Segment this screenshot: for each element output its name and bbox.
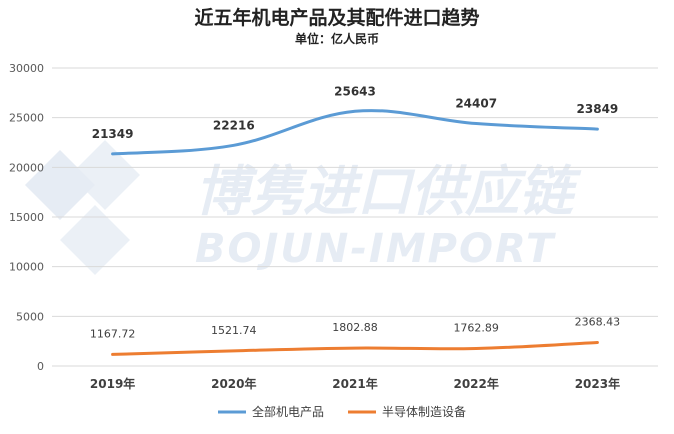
y-tick-label: 0 bbox=[37, 360, 44, 373]
x-tick-label: 2020年 bbox=[211, 376, 256, 391]
y-tick-label: 15000 bbox=[9, 211, 44, 224]
x-tick-label: 2021年 bbox=[332, 376, 377, 391]
x-tick-label: 2019年 bbox=[90, 376, 135, 391]
watermark: 博隽进口供应链 BOJUN-IMPORT bbox=[25, 140, 582, 275]
data-labels: 21349 22216 25643 24407 23849 1167.72 1521.74 1… bbox=[90, 84, 620, 340]
y-tick-label: 20000 bbox=[9, 161, 44, 174]
legend-label-1: 半导体制造设备 bbox=[382, 405, 466, 419]
data-point bbox=[112, 153, 114, 155]
series-layer bbox=[111, 109, 599, 356]
x-tick-label: 2022年 bbox=[453, 376, 498, 391]
data-label: 2368.43 bbox=[575, 315, 621, 328]
data-point bbox=[596, 128, 598, 130]
y-tick-label: 30000 bbox=[9, 62, 44, 75]
x-axis: 2019年 2020年 2021年 2022年 2023年 bbox=[90, 376, 620, 391]
data-point bbox=[233, 144, 235, 146]
gridlines bbox=[52, 67, 658, 367]
data-label: 22216 bbox=[213, 118, 255, 132]
data-label: 23849 bbox=[577, 102, 619, 116]
data-label: 1762.89 bbox=[453, 321, 499, 334]
chart-title: 近五年机电产品及其配件进口趋势 bbox=[194, 6, 479, 29]
y-axis: 0 5000 10000 15000 20000 25000 30000 bbox=[9, 62, 44, 373]
data-point bbox=[354, 110, 356, 112]
y-tick-label: 25000 bbox=[9, 112, 44, 125]
watermark-line1: 博隽进口供应链 bbox=[195, 160, 582, 223]
legend: 全部机电产品 半导体制造设备 bbox=[218, 404, 466, 419]
data-point bbox=[233, 350, 235, 352]
watermark-logo-icon bbox=[25, 140, 140, 275]
x-tick-label: 2023年 bbox=[575, 376, 620, 391]
data-point bbox=[475, 123, 477, 125]
data-label: 24407 bbox=[455, 97, 497, 111]
chart-subtitle: 单位：亿人民币 bbox=[295, 31, 379, 46]
data-point bbox=[112, 353, 114, 355]
data-label: 1521.74 bbox=[211, 324, 257, 337]
data-label: 1802.88 bbox=[332, 321, 378, 334]
data-label: 21349 bbox=[92, 127, 134, 141]
data-point bbox=[354, 347, 356, 349]
watermark-line2: BOJUN-IMPORT bbox=[195, 226, 556, 272]
series-line-0 bbox=[111, 109, 599, 156]
y-tick-label: 5000 bbox=[16, 310, 44, 323]
data-label: 1167.72 bbox=[90, 327, 136, 340]
legend-label-0: 全部机电产品 bbox=[252, 404, 324, 419]
data-point bbox=[475, 347, 477, 349]
y-tick-label: 10000 bbox=[9, 261, 44, 274]
data-point bbox=[596, 341, 598, 343]
data-label: 25643 bbox=[334, 84, 376, 98]
